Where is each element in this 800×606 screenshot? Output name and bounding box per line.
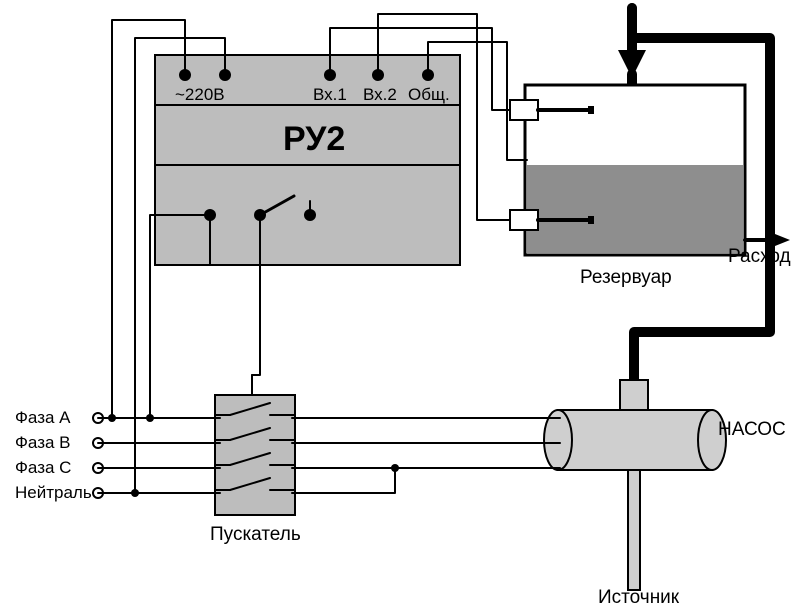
phase-inputs: Фаза А Фаза В Фаза С Нейтраль	[15, 408, 103, 502]
label-in2: Вх.2	[363, 85, 397, 104]
pump: НАСОС Источник	[544, 380, 786, 606]
label-ru2: РУ2	[283, 120, 345, 158]
label-reservoir: Резервуар	[580, 267, 672, 288]
label-neutral: Нейтраль	[15, 483, 92, 502]
controller-ru2: ~220В Вх.1 Вх.2 Общ. РУ2	[155, 55, 460, 265]
label-220v: ~220В	[175, 85, 225, 104]
label-pump: НАСОС	[718, 419, 786, 440]
label-phaseB: Фаза В	[15, 433, 71, 452]
schematic-root: Резервуар Расход ~220В Вх.1 Вх.2 Общ. РУ2 НАСОС…	[0, 0, 800, 606]
reservoir: Резервуар Расход	[510, 85, 791, 288]
label-flow: Расход	[728, 246, 791, 267]
label-in1: Вх.1	[313, 85, 347, 104]
label-source: Источник	[598, 587, 680, 606]
label-phaseC: Фаза С	[15, 458, 71, 477]
label-starter: Пускатель	[210, 524, 301, 545]
contactor: Пускатель	[210, 375, 301, 545]
label-phaseA: Фаза А	[15, 408, 71, 427]
label-common: Общ.	[408, 85, 450, 104]
